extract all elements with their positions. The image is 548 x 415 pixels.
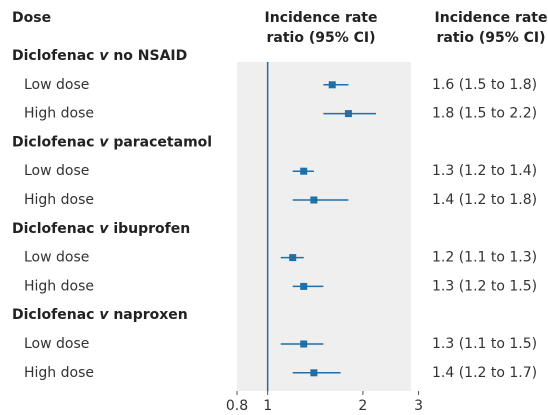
group-label-part: Diclofenac	[12, 48, 99, 64]
ci-label: 1.3 (1.2 to 1.5)	[432, 278, 537, 294]
group-label: Diclofenac v no NSAID	[12, 48, 187, 64]
x-tick-label: 0.8	[226, 398, 248, 414]
estimate-marker	[344, 110, 352, 118]
plot-background	[237, 62, 411, 391]
x-tick-label: 3	[414, 398, 423, 414]
group-label-part: v	[99, 48, 113, 64]
row-label: Low dose	[24, 336, 89, 352]
ci-label: 1.4 (1.2 to 1.8)	[432, 192, 537, 208]
estimate-marker	[300, 340, 308, 348]
group-label-part: paracetamol	[113, 134, 212, 150]
estimate-marker	[300, 282, 308, 290]
row-label: Low dose	[24, 163, 89, 179]
ci-header: Incidence rate	[435, 10, 548, 26]
ci-label: 1.3 (1.2 to 1.4)	[432, 163, 537, 179]
ci-label: 1.3 (1.1 to 1.5)	[432, 336, 537, 352]
estimate-marker	[300, 167, 308, 175]
row-label: Low dose	[24, 77, 89, 93]
row-label: High dose	[24, 192, 94, 208]
estimate-marker	[310, 369, 318, 377]
estimate-marker	[328, 81, 336, 89]
row-label: High dose	[24, 106, 94, 122]
x-tick-label: 2	[358, 398, 367, 414]
group-label-part: Diclofenac	[12, 134, 99, 150]
plot-header: Incidence rate	[265, 10, 378, 26]
plot-header: ratio (95% CI)	[267, 30, 376, 46]
ci-label: 1.6 (1.5 to 1.8)	[432, 77, 537, 93]
x-tick-label: 1	[263, 398, 272, 414]
group-label-part: v	[99, 221, 113, 237]
group-label-part: ibuprofen	[113, 221, 190, 237]
row-header: Dose	[12, 10, 51, 26]
group-label-part: no NSAID	[113, 48, 187, 64]
group-label-part: Diclofenac	[12, 221, 99, 237]
row-label: High dose	[24, 365, 94, 381]
group-label: Diclofenac v paracetamol	[12, 134, 212, 150]
ci-label: 1.4 (1.2 to 1.7)	[432, 365, 537, 381]
group-label: Diclofenac v naproxen	[12, 307, 188, 323]
group-label-part: v	[99, 307, 113, 323]
ci-header: ratio (95% CI)	[437, 30, 546, 46]
ci-label: 1.2 (1.1 to 1.3)	[432, 250, 537, 266]
group-label-part: Diclofenac	[12, 307, 99, 323]
row-label: Low dose	[24, 250, 89, 266]
group-label: Diclofenac v ibuprofen	[12, 221, 190, 237]
group-label-part: v	[99, 134, 113, 150]
estimate-marker	[310, 196, 318, 204]
group-label-part: naproxen	[113, 307, 187, 323]
row-label: High dose	[24, 278, 94, 294]
estimate-marker	[289, 254, 297, 262]
ci-label: 1.8 (1.5 to 2.2)	[432, 106, 537, 122]
